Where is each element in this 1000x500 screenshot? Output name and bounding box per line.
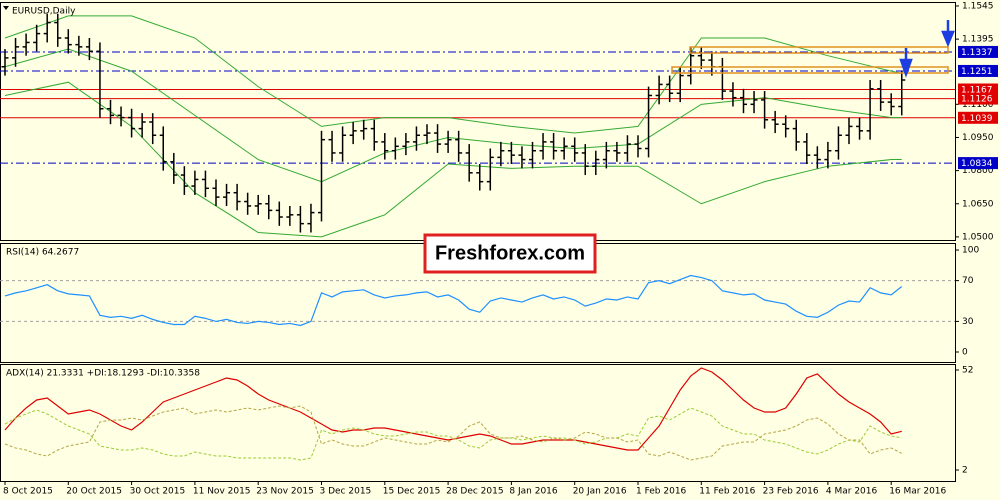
panel-title: RSI(14) 64.2677 — [6, 248, 79, 258]
x-tick-label: 23 Nov 2015 — [256, 487, 314, 497]
level-badge — [958, 157, 998, 170]
y-tick-label: 1.1395 — [962, 35, 994, 45]
y-tick-label: 1.1100 — [962, 100, 994, 110]
x-tick-label: 20 Oct 2015 — [66, 487, 122, 497]
band-line — [4, 48, 902, 183]
y-tick-label: 70 — [962, 276, 974, 286]
level-badge — [958, 64, 998, 77]
indicator-line — [4, 274, 903, 327]
level-label: 1.1167 — [961, 86, 993, 96]
x-tick-label: 30 Oct 2015 — [130, 487, 186, 497]
zone-box — [689, 46, 949, 54]
arrow — [941, 20, 955, 48]
level-label: 1.1039 — [961, 114, 993, 124]
y-tick-label: 1.0800 — [962, 166, 994, 176]
x-tick-label: 28 Dec 2015 — [446, 487, 504, 497]
indicator-line — [4, 407, 902, 461]
y-tick-label: 52 — [962, 366, 973, 376]
panel-title: EURUSD,Daily — [12, 7, 76, 17]
level-badge — [958, 83, 998, 96]
x-tick-label: 15 Dec 2015 — [383, 487, 441, 497]
level-label: 1.1337 — [961, 48, 993, 58]
x-tick-label: 3 Dec 2015 — [320, 487, 372, 497]
arrow — [899, 48, 913, 78]
level-label: 1.1251 — [961, 67, 993, 77]
menu-triangle — [3, 6, 9, 10]
indicator-line — [4, 405, 902, 461]
y-tick-label: 30 — [962, 317, 974, 327]
panel-frame — [0, 364, 956, 482]
level-label: 1.1126 — [961, 95, 993, 105]
watermark-box — [423, 233, 597, 274]
x-tick-label: 16 Mar 2016 — [889, 487, 946, 497]
x-tick-label: 8 Jan 2016 — [509, 487, 557, 497]
y-tick-label: 1.0650 — [962, 199, 994, 209]
panel-title: ADX(14) 21.3331 +DI:18.1293 -DI:10.3358 — [6, 369, 200, 379]
level-label: 1.0834 — [961, 159, 993, 169]
x-tick-label: 23 Feb 2016 — [763, 487, 819, 497]
y-tick-label: 0 — [962, 348, 968, 358]
x-tick-label: 8 Oct 2015 — [3, 487, 53, 497]
x-tick-label: 4 Mar 2016 — [826, 487, 878, 497]
x-tick-label: 1 Feb 2016 — [636, 487, 687, 497]
watermark: Freshforex.com — [435, 242, 585, 264]
x-tick-label: 11 Feb 2016 — [699, 487, 755, 497]
level-badge — [958, 45, 998, 58]
level-badge — [958, 111, 998, 124]
x-tick-label: 11 Nov 2015 — [193, 487, 251, 497]
zone-box — [671, 66, 949, 74]
y-tick-label: 1.0500 — [962, 232, 994, 242]
y-tick-label: 1.1545 — [962, 1, 994, 11]
y-tick-label: 2 — [962, 466, 968, 476]
level-badge — [958, 92, 998, 105]
x-tick-label: 20 Jan 2016 — [573, 487, 627, 497]
y-tick-label: 1.0950 — [962, 133, 994, 143]
y-tick-label: 100 — [962, 246, 979, 256]
